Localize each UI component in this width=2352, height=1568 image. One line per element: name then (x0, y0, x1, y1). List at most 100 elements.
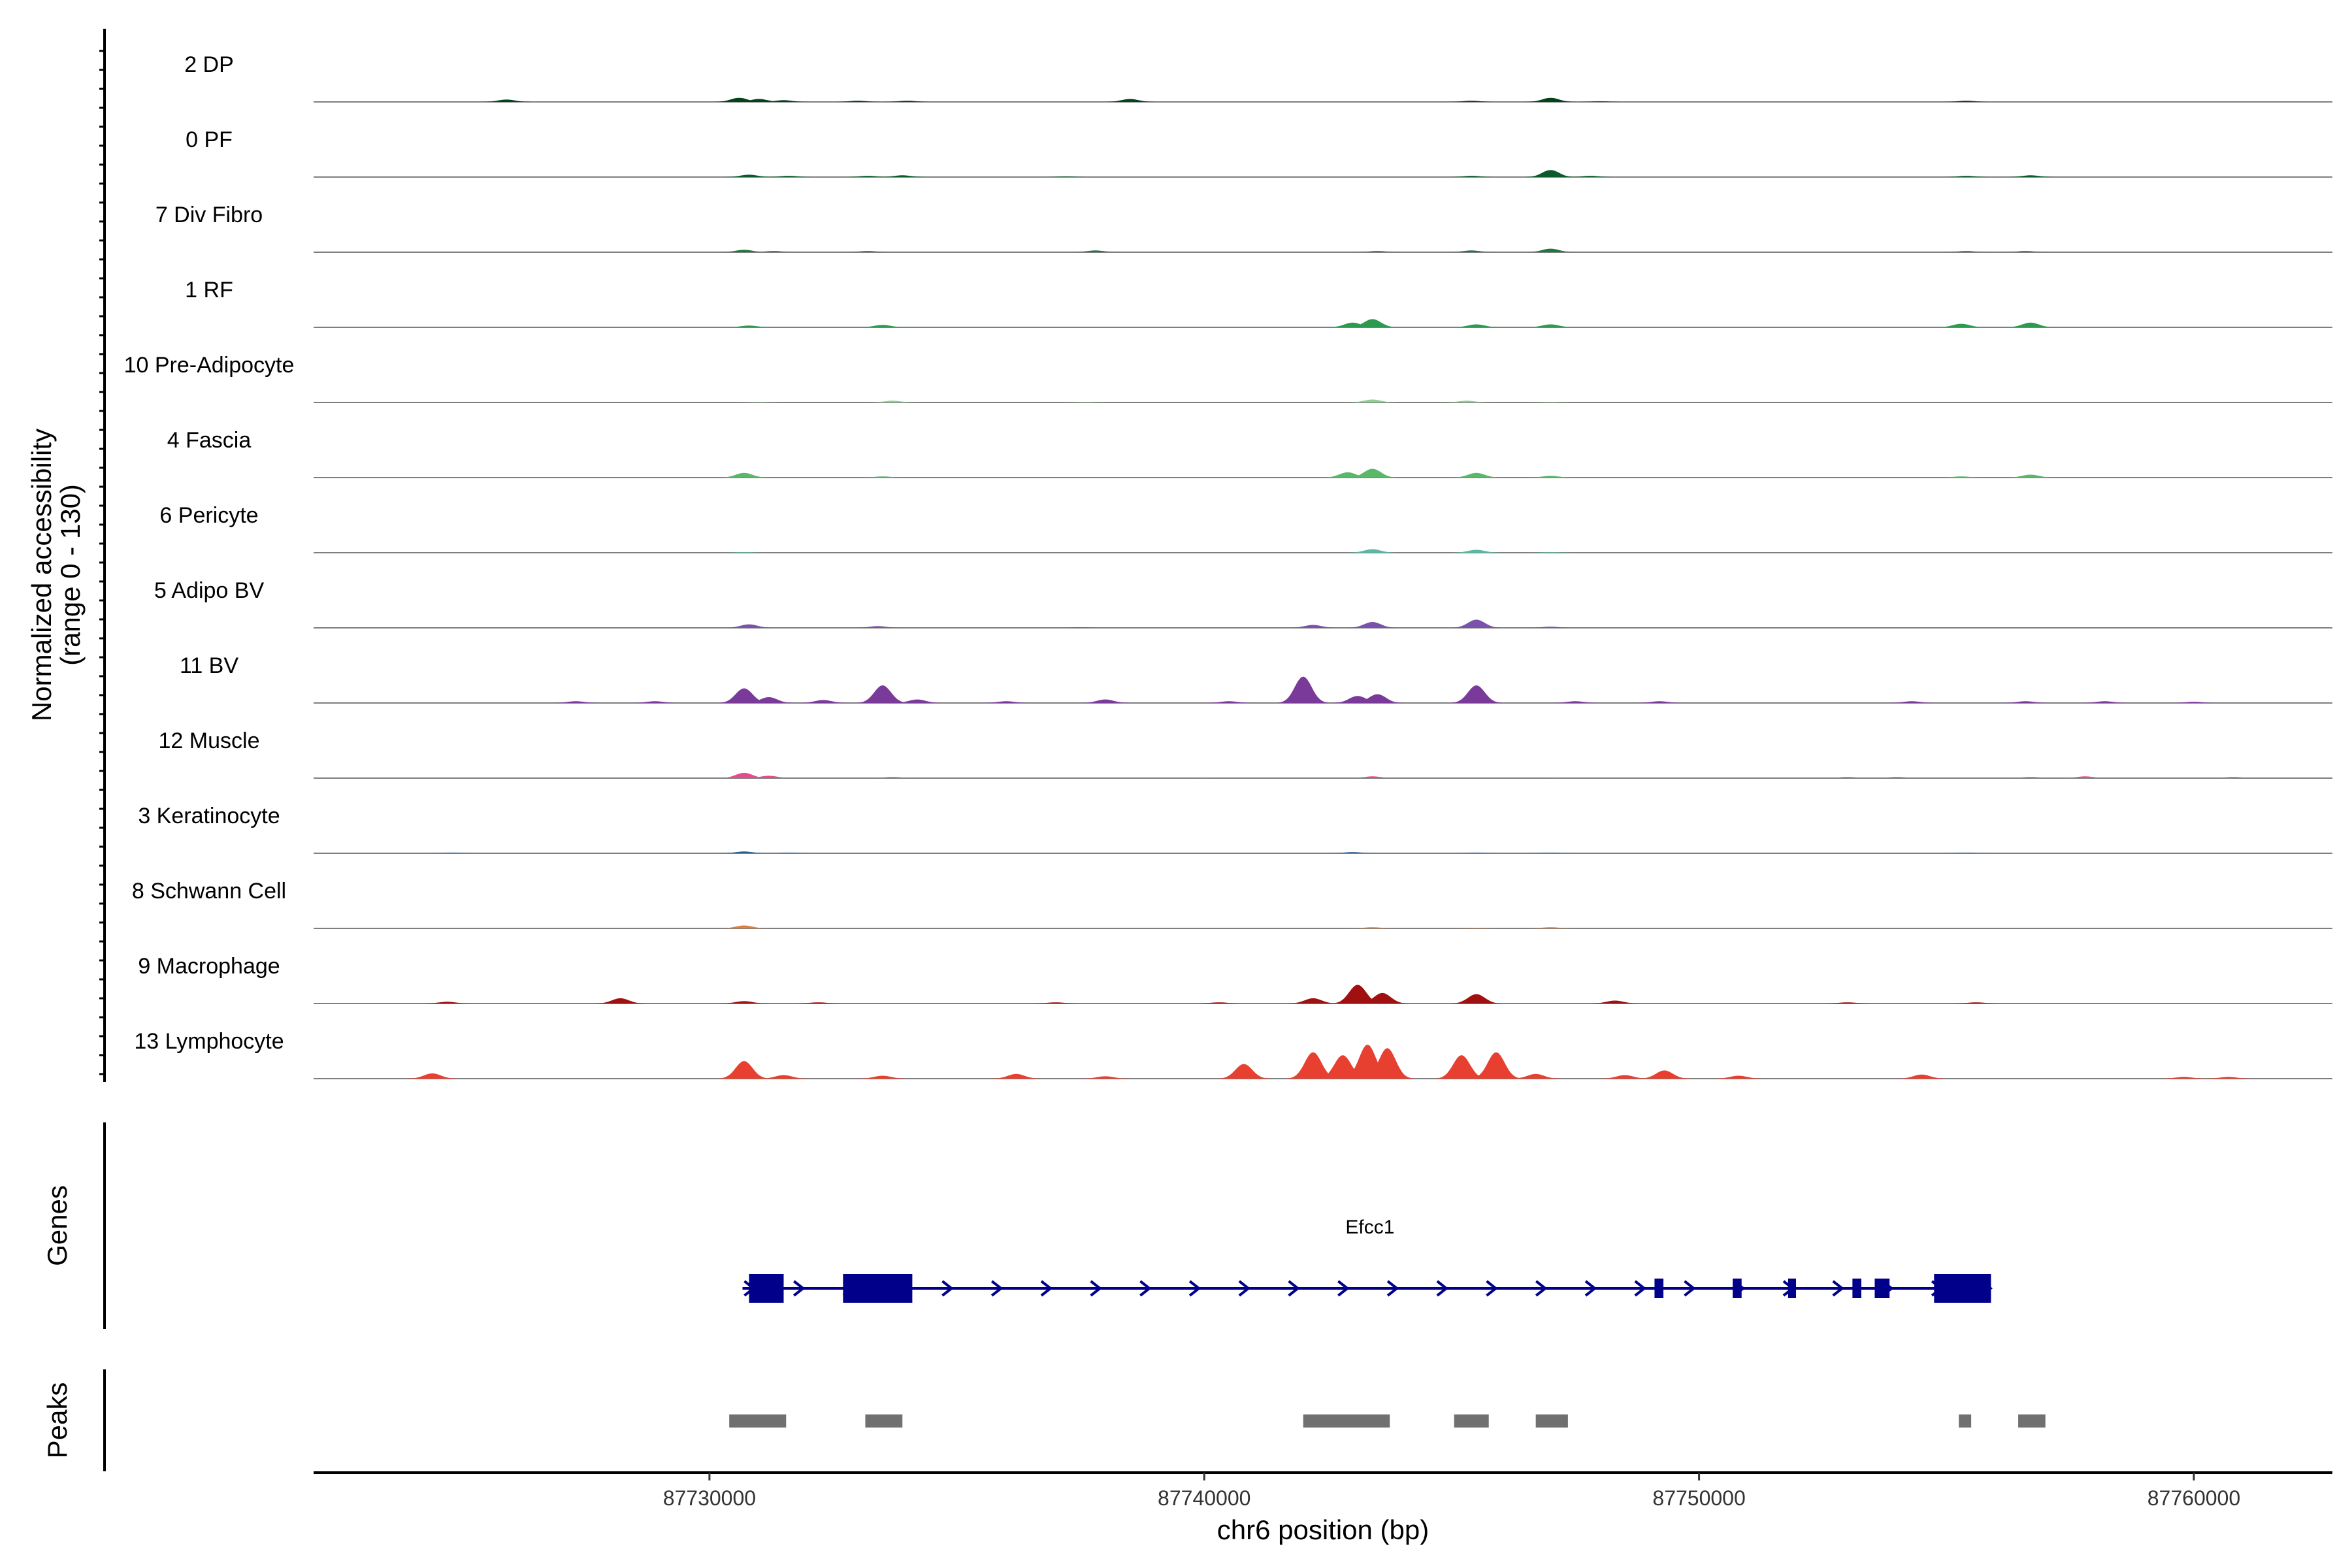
coverage-peak (2059, 776, 2110, 778)
peak-region (865, 1414, 903, 1428)
track-label: 2 DP (184, 52, 234, 77)
coverage-peak (842, 251, 893, 252)
peak-region (1303, 1414, 1390, 1428)
track-label: 7 Div Fibro (155, 203, 263, 227)
coverage-peak (719, 688, 770, 703)
coverage-peak (1940, 176, 1992, 177)
strand-arrow (792, 1280, 806, 1297)
strand-arrow (1090, 1280, 1102, 1297)
coverage-peak (1639, 1070, 1690, 1079)
coverage-peak (1599, 1075, 1650, 1079)
coverage-peak (1471, 1052, 1522, 1079)
coverage-peak (832, 101, 883, 102)
coverage-peak (1525, 777, 1576, 778)
coverage-peak (1362, 1048, 1413, 1079)
track-1: 2 DP (184, 52, 2332, 103)
coverage-peak (1886, 701, 1937, 703)
peak-region (729, 1414, 787, 1428)
coverage-peak (2005, 777, 2056, 778)
coverage-tracks: 2 DP 0 PF 7 Div Fibro 1 RF 10 Pre-Adipocyte 4… (124, 52, 2332, 1079)
x-axis-title: chr6 position (bp) (1217, 1514, 1429, 1545)
coverage-peak (1451, 994, 1502, 1004)
track-6: 4 Fascia (167, 428, 2332, 478)
y-axis-title-line1: Normalized accessibility (26, 429, 57, 721)
track-7: 6 Pericyte (159, 503, 2332, 553)
coverage-peak (1288, 1052, 1339, 1079)
coverage-peak (1332, 985, 1383, 1004)
track-13: 9 Macrophage (138, 954, 2332, 1004)
genes-panel-label: Genes (42, 1185, 73, 1266)
coverage-peak (1822, 1002, 1873, 1004)
track-10: 12 Muscle (159, 728, 2332, 779)
coverage-peak (1575, 101, 1625, 102)
strand-arrow (941, 1280, 954, 1297)
track-label: 5 Adipo BV (154, 578, 265, 603)
track-4: 1 RF (185, 278, 2332, 328)
track-12: 8 Schwann Cell (132, 879, 2332, 929)
gene-exon (1788, 1279, 1797, 1298)
track-label: 12 Muscle (159, 728, 260, 753)
coverage-peak (2168, 702, 2219, 703)
strand-arrow (1386, 1280, 1399, 1297)
coverage-peak (1446, 101, 1497, 102)
coverage-peak (1896, 1074, 1947, 1079)
coverage-peak (892, 699, 943, 703)
coverage-peak (743, 697, 794, 703)
coverage-peak (1347, 468, 1398, 478)
coverage-peak (421, 1002, 473, 1004)
coverage-peak (857, 325, 908, 327)
coverage-peak (595, 998, 646, 1004)
coverage-peak (1040, 176, 1091, 177)
track-label: 10 Pre-Adipocyte (124, 353, 295, 378)
peak-track (729, 1414, 2046, 1428)
x-tick-label: 87750000 (1652, 1486, 1745, 1510)
coverage-peak (1525, 324, 1576, 327)
x-tick-label: 87760000 (2148, 1486, 2240, 1510)
coverage-peak (719, 1001, 770, 1004)
coverage-peak (1357, 992, 1408, 1004)
coverage-peak (1936, 476, 1987, 478)
strand-arrow (1832, 1280, 1844, 1297)
coverage-peak (723, 174, 775, 177)
coverage-peak (1278, 676, 1329, 703)
coverage-peak (2000, 701, 2051, 703)
coverage-peak (719, 851, 770, 853)
track-2: 0 PF (186, 127, 2332, 178)
track-label: 13 Lymphocyte (134, 1029, 284, 1054)
coverage-peak (743, 776, 794, 778)
coverage-peak (1565, 176, 1616, 177)
coverage-peak (1218, 1064, 1269, 1079)
coverage-peak (2005, 175, 2056, 177)
coverage-peak (719, 250, 770, 252)
track-label: 0 PF (186, 127, 233, 152)
strand-arrow (1238, 1280, 1251, 1297)
strand-arrow (1634, 1280, 1646, 1297)
y-axis-title-line2: (range 0 - 130) (55, 484, 86, 666)
track-9: 11 BV (180, 653, 2332, 704)
coverage-peak (763, 176, 814, 177)
coverage-peak (2005, 322, 2056, 327)
coverage-peak (1525, 170, 1576, 177)
coverage-peak (1080, 699, 1131, 703)
strand-arrow (1535, 1280, 1548, 1297)
coverage-peak (990, 1073, 1042, 1079)
track-label: 1 RF (185, 278, 233, 302)
coverage-peak (2005, 474, 2056, 478)
track-label: 3 Keratinocyte (138, 804, 280, 828)
coverage-peak (1436, 1055, 1487, 1079)
gene-label: Efcc1 (1345, 1217, 1394, 1238)
coverage-peak (2208, 777, 2259, 778)
coverage-peak (1940, 251, 1992, 252)
strand-arrow (1584, 1280, 1597, 1297)
strand-arrow (990, 1280, 1004, 1297)
coverage-peak (1713, 1075, 1764, 1079)
gene-exon (843, 1274, 913, 1303)
coverage-peak (1525, 927, 1576, 928)
coverage-peak (1288, 625, 1339, 628)
peaks-panel-label: Peaks (42, 1382, 73, 1459)
coverage-peak (857, 1075, 908, 1079)
coverage-peak (1030, 1002, 1081, 1004)
strand-arrow (1436, 1280, 1449, 1297)
coverage-peak (1511, 1073, 1561, 1079)
